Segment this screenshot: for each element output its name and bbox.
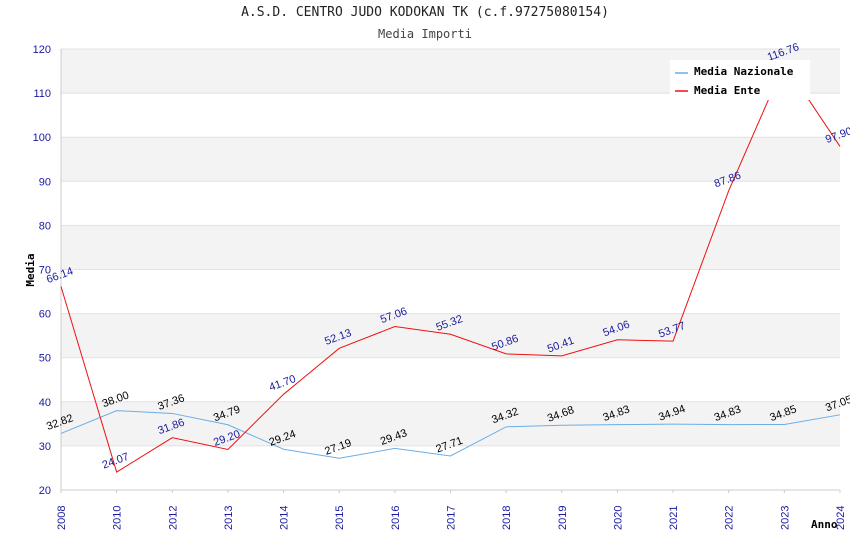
legend-label-nazionale: Media Nazionale bbox=[694, 65, 794, 78]
axes bbox=[60, 49, 841, 493]
x-tick-label: 2008 bbox=[56, 506, 68, 530]
x-tick-label: 2021 bbox=[668, 506, 680, 530]
y-tick-label: 90 bbox=[39, 176, 51, 188]
x-axis-label: Anno bbox=[811, 518, 838, 531]
y-tick-label: 60 bbox=[39, 309, 51, 321]
y-axis-label: Media bbox=[24, 253, 37, 286]
plot-band bbox=[61, 225, 840, 270]
x-tick-label: 2013 bbox=[223, 506, 235, 530]
x-tick-label: 2017 bbox=[446, 506, 458, 530]
x-tick-label: 2020 bbox=[612, 506, 624, 530]
y-tick-label: 80 bbox=[39, 220, 51, 232]
series-line-nazionale bbox=[60, 410, 841, 459]
x-tick-label: 2014 bbox=[279, 506, 291, 530]
plot-background bbox=[61, 49, 840, 446]
series-lines bbox=[60, 62, 841, 473]
x-tick-label: 2010 bbox=[112, 506, 124, 530]
x-tick-label: 2024 bbox=[835, 506, 847, 530]
x-tick-label: 2019 bbox=[557, 506, 569, 530]
y-tick-label: 100 bbox=[33, 132, 51, 144]
y-tick-label: 40 bbox=[39, 397, 51, 409]
legend-box bbox=[670, 60, 810, 100]
y-tick-label: 120 bbox=[33, 44, 51, 56]
plot-band bbox=[61, 401, 840, 446]
x-tick-label: 2022 bbox=[724, 506, 736, 530]
legend: Media Nazionale Media Ente bbox=[670, 60, 810, 100]
chart-subtitle: Media Importi bbox=[378, 27, 472, 41]
series-line-ente bbox=[60, 62, 841, 473]
data-label-ente: 41.70 bbox=[268, 373, 298, 394]
grid-lines bbox=[61, 48, 840, 491]
chart-title: A.S.D. CENTRO JUDO KODOKAN TK (c.f.97275… bbox=[241, 5, 609, 20]
y-tick-label: 70 bbox=[39, 265, 51, 277]
y-tick-label: 50 bbox=[39, 353, 51, 365]
legend-label-ente: Media Ente bbox=[694, 84, 761, 97]
x-tick-label: 2023 bbox=[779, 506, 791, 530]
x-tick-labels: 2008 2010 2012 2013 2014 2015 2016 2017 2018 2019… bbox=[56, 506, 847, 530]
y-tick-label: 30 bbox=[39, 441, 51, 453]
x-tick-label: 2012 bbox=[167, 506, 179, 530]
plot-band bbox=[61, 313, 840, 358]
x-tick-label: 2016 bbox=[390, 506, 402, 530]
x-tick-label: 2018 bbox=[501, 506, 513, 530]
x-tick-label: 2015 bbox=[334, 506, 346, 530]
y-tick-label: 110 bbox=[33, 88, 51, 100]
y-tick-labels: 20 30 40 50 60 70 80 90 100 110 120 bbox=[33, 44, 51, 497]
y-tick-label: 20 bbox=[39, 485, 51, 497]
plot-band bbox=[61, 137, 840, 182]
